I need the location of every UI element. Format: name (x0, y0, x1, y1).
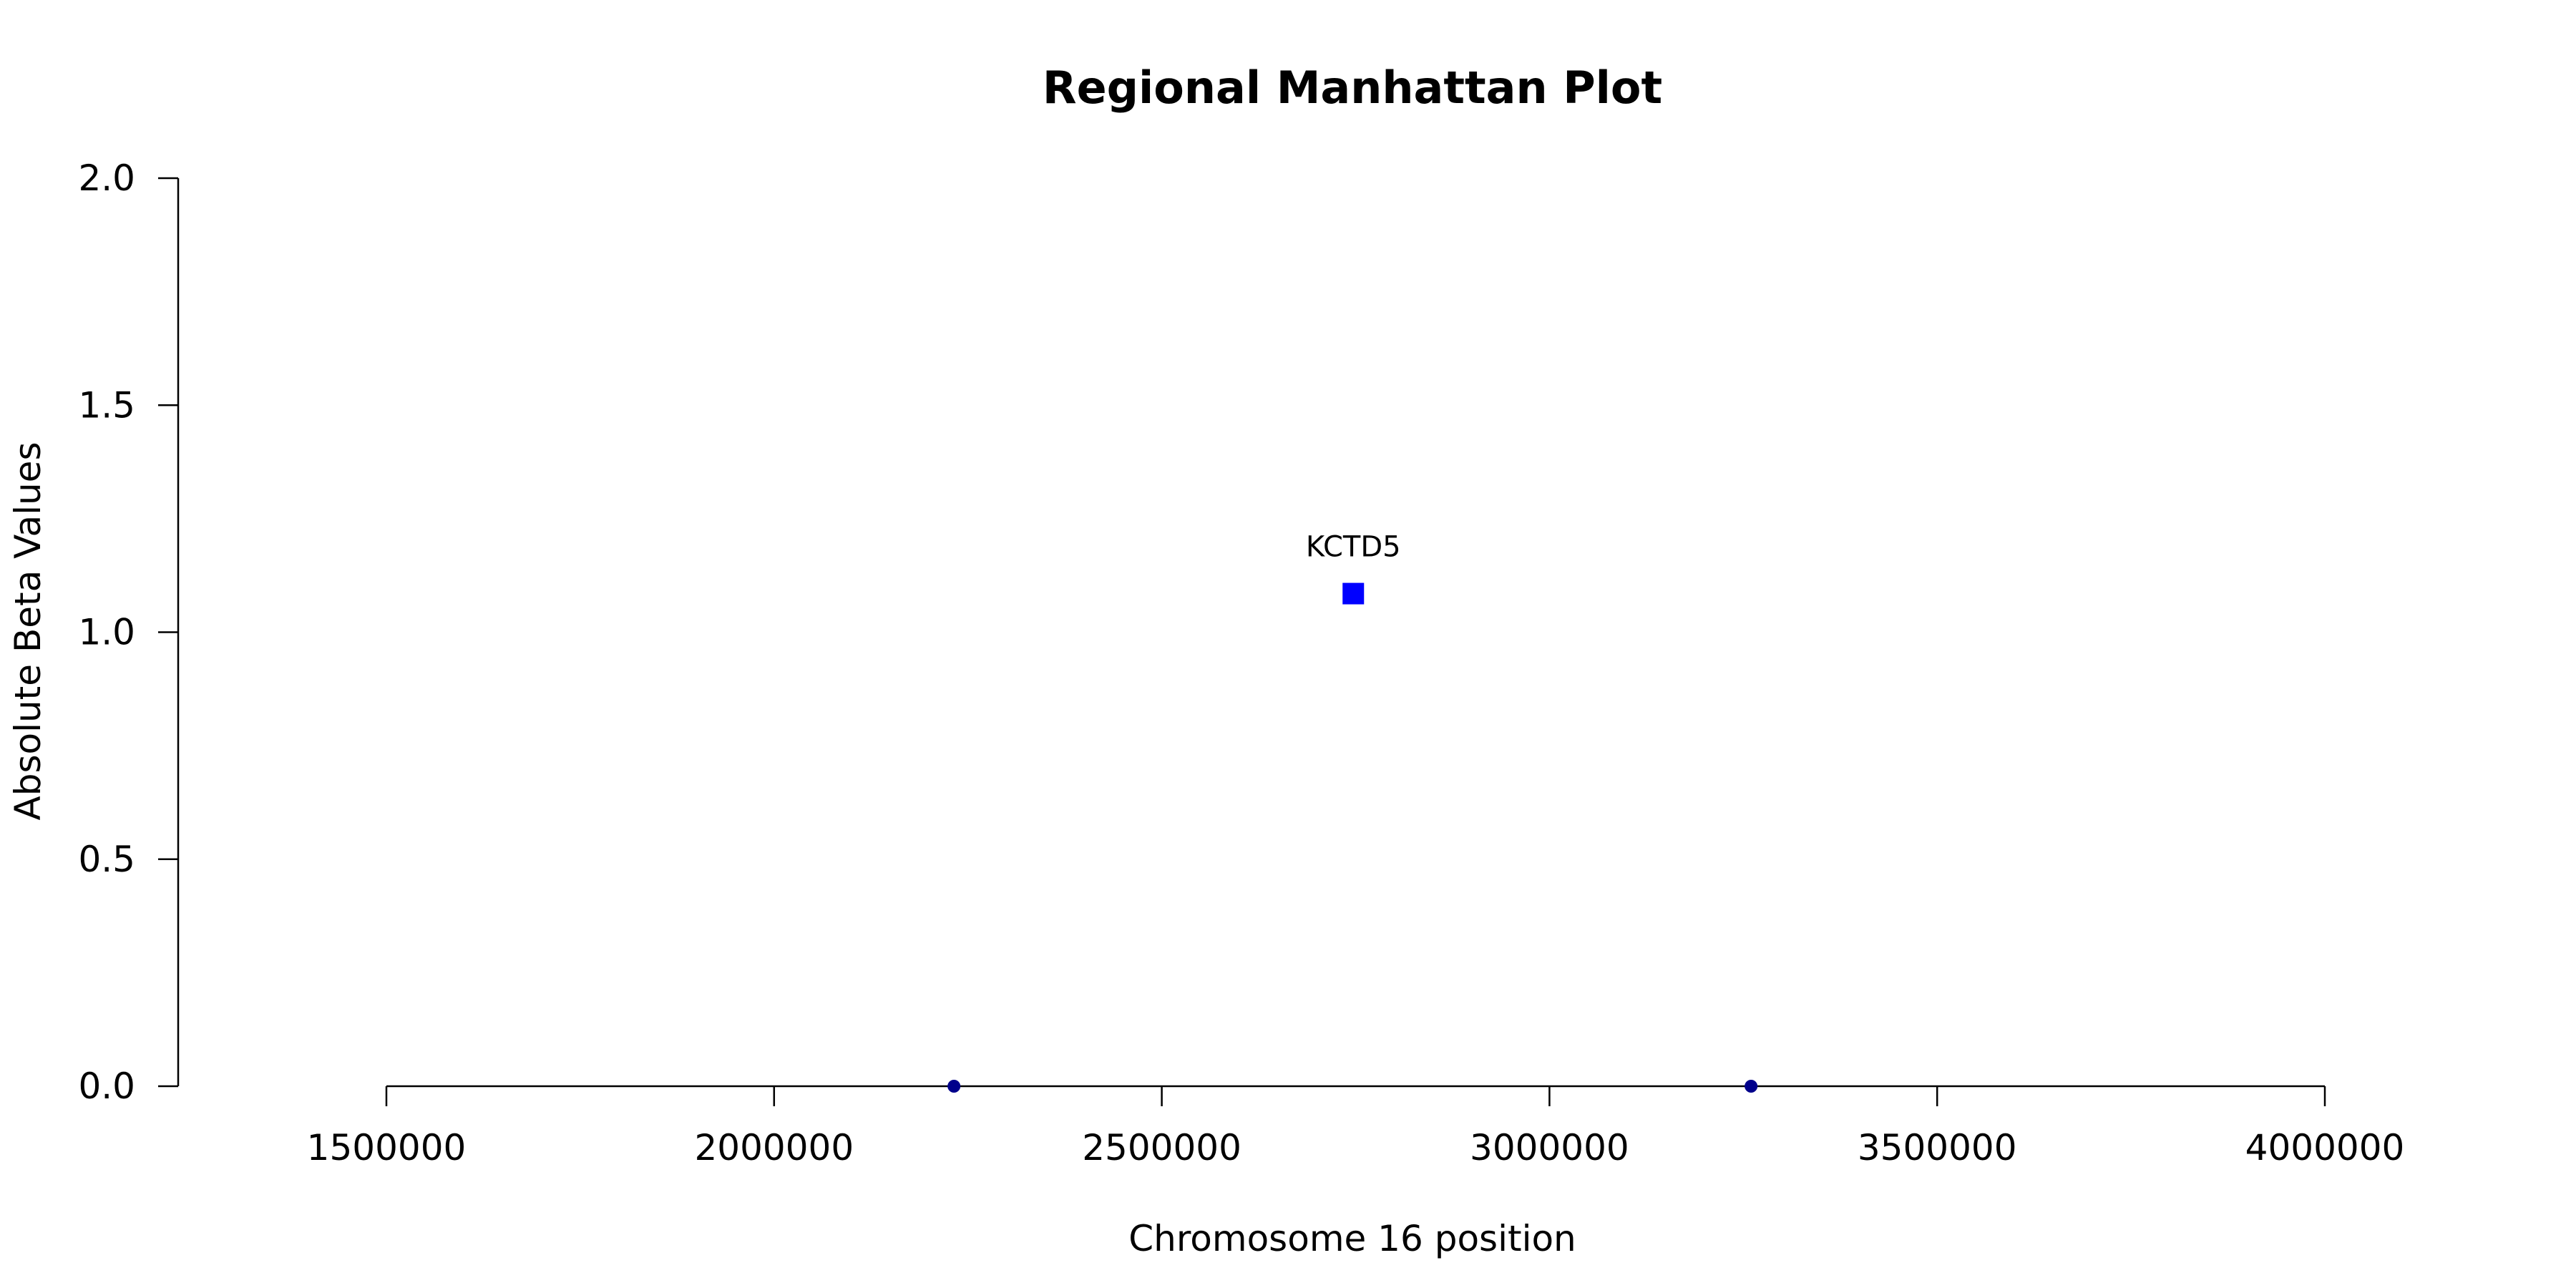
x-tick-label: 3000000 (1470, 1127, 1629, 1169)
y-tick-label: 2.0 (78, 157, 135, 199)
y-tick-label: 1.0 (78, 612, 135, 653)
y-tick-label: 0.0 (78, 1065, 135, 1107)
x-tick-label: 1500000 (307, 1127, 467, 1169)
chart-title: Regional Manhattan Plot (1043, 62, 1662, 114)
x-axis: 1500000 2000000 2500000 3000000 3500000 40000… (307, 1085, 2405, 1169)
x-tick-label: 3500000 (1858, 1127, 2017, 1169)
x-axis-label: Chromosome 16 position (1128, 1218, 1576, 1259)
data-point-circle (1745, 1080, 1758, 1093)
y-axis: 0.0 0.5 1.0 1.5 2.0 (78, 157, 180, 1107)
data-points: KCTD5 (947, 531, 1758, 1093)
x-tick-label: 2500000 (1082, 1127, 1241, 1169)
x-tick-label: 2000000 (694, 1127, 854, 1169)
y-tick-label: 1.5 (78, 384, 135, 426)
y-axis-label: Absolute Beta Values (7, 442, 49, 821)
point-label: KCTD5 (1306, 531, 1401, 564)
y-tick-label: 0.5 (78, 839, 135, 880)
x-tick-label: 4000000 (2245, 1127, 2405, 1169)
data-point-square (1342, 582, 1365, 605)
data-point-circle (947, 1080, 961, 1093)
